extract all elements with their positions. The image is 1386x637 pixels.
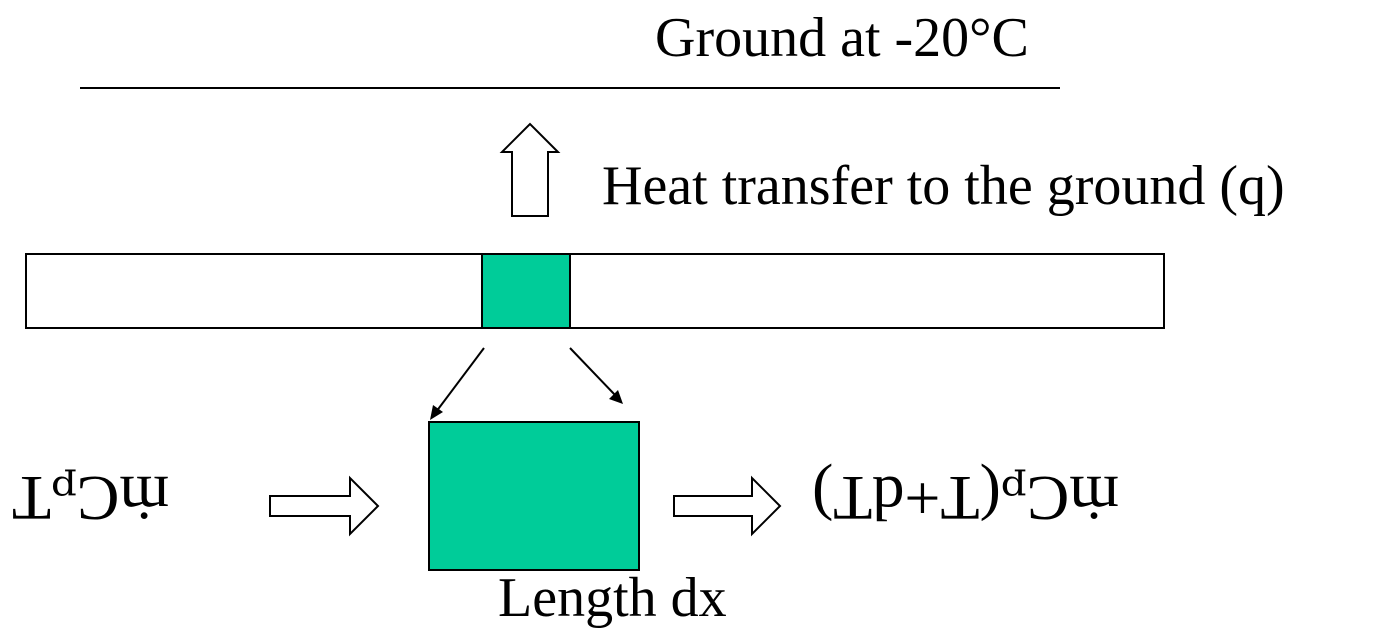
inflow-energy-expression: ṁCₚT xyxy=(12,463,170,534)
pipe xyxy=(25,253,1165,329)
pipe-element-highlight xyxy=(481,253,571,329)
inflow-arrow xyxy=(269,475,380,537)
zoom-arrow-right xyxy=(569,347,623,404)
outflow-energy-expression: ṁCₚ(T+dT) xyxy=(812,463,1119,534)
heat-transfer-label: Heat transfer to the ground (q) xyxy=(602,155,1285,217)
zoom-arrow-left xyxy=(430,347,485,420)
heat-transfer-arrow xyxy=(499,122,561,217)
ground-label: Ground at -20°C xyxy=(655,7,1029,69)
outflow-arrow xyxy=(673,475,782,537)
control-volume xyxy=(428,421,640,571)
length-label: Length dx xyxy=(498,567,727,629)
